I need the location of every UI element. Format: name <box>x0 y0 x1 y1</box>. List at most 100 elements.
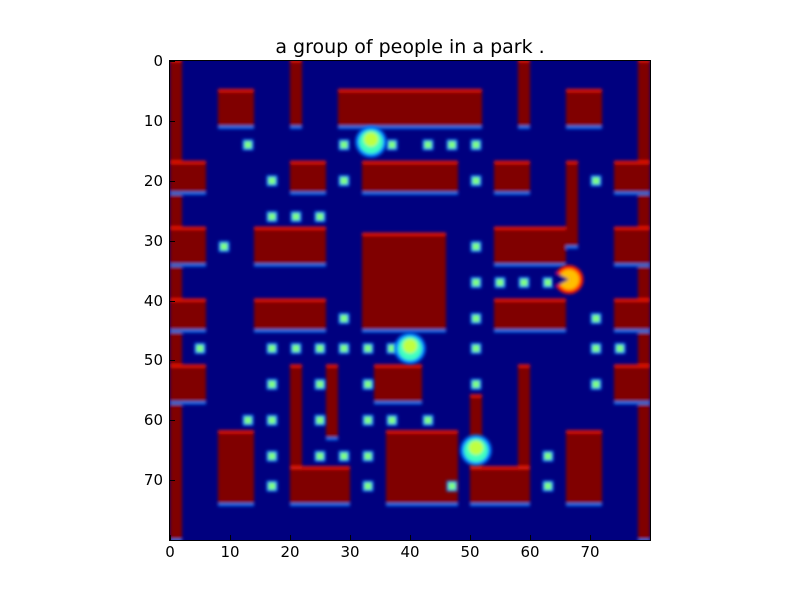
x-tick-label: 40 <box>400 543 420 561</box>
wall-edge-bottom <box>254 263 326 267</box>
wall-edge-top <box>362 232 446 236</box>
pellet <box>448 141 456 149</box>
x-tick-mark <box>470 535 471 540</box>
plot-title: a group of people in a park . <box>275 36 545 58</box>
x-tick-mark <box>290 535 291 540</box>
pellet <box>268 482 276 490</box>
x-tick-mark <box>590 535 591 540</box>
wall-edge-bottom <box>494 263 566 267</box>
wall-block <box>518 366 530 469</box>
x-tick-label: 0 <box>165 543 175 561</box>
pellet <box>292 213 300 221</box>
wall-edge-bottom <box>218 503 254 507</box>
wall-edge-top <box>290 160 326 164</box>
y-tick-mark <box>170 360 175 362</box>
pellet <box>472 177 480 185</box>
wall-edge-bottom <box>290 125 302 129</box>
pellet <box>544 278 552 287</box>
pellet <box>472 314 480 323</box>
y-tick-label: 50 <box>143 351 163 370</box>
wall-edge-top <box>254 226 326 230</box>
pellet <box>268 344 276 352</box>
ghost-core <box>468 440 484 455</box>
wall-edge-top <box>362 160 458 164</box>
pellet <box>472 380 480 388</box>
pellet <box>268 380 276 388</box>
x-tick-mark <box>350 535 351 540</box>
ghost-core <box>402 338 418 354</box>
wall-edge-top <box>290 61 302 62</box>
wall-edge-bottom <box>374 401 422 405</box>
wall-edge-bottom <box>614 191 650 195</box>
wall-edge-bottom <box>614 329 650 333</box>
wall-edge-top <box>614 226 650 230</box>
pellet <box>268 416 276 424</box>
wall-edge-bottom <box>614 401 650 405</box>
y-tick-mark <box>170 420 175 422</box>
wall-edge-top <box>614 364 650 368</box>
wall-block <box>170 300 206 331</box>
pellet <box>496 278 504 287</box>
wall-edge-top <box>326 364 338 368</box>
pellet <box>340 344 348 352</box>
pellet <box>592 314 600 323</box>
pellet <box>316 452 324 460</box>
pellet <box>364 344 372 352</box>
pellet <box>364 380 372 388</box>
wall-edge-bottom <box>566 245 578 249</box>
wall-edge-top <box>518 61 530 62</box>
wall-edge-bottom <box>566 503 602 507</box>
pellet <box>364 452 372 460</box>
wall-block <box>326 366 338 439</box>
wall-block <box>386 432 458 505</box>
y-tick-label: 0 <box>153 52 163 70</box>
wall-block <box>290 468 350 505</box>
wall-edge-bottom <box>218 125 254 129</box>
game-frame <box>169 60 651 541</box>
wall-block <box>170 366 206 403</box>
wall-edge-top <box>290 364 302 368</box>
ghost-core <box>363 132 379 147</box>
pellet <box>424 416 432 424</box>
pellet <box>244 141 252 149</box>
wall-block <box>362 162 458 193</box>
pellet <box>472 141 480 149</box>
pellet <box>244 416 252 424</box>
wall-edge-top <box>614 298 650 302</box>
pellet <box>472 278 480 287</box>
wall-block <box>494 300 566 331</box>
wall-block <box>170 162 206 193</box>
pellet <box>592 177 600 185</box>
pellet <box>472 243 480 251</box>
wall-edge-top <box>218 430 254 434</box>
x-tick-mark <box>230 535 231 540</box>
wall-edge-top <box>290 466 350 470</box>
wall-block <box>566 162 578 247</box>
pellet <box>220 243 228 251</box>
wall-edge-bottom <box>494 191 530 195</box>
y-tick-label: 30 <box>143 231 163 250</box>
wall-edge-top <box>614 160 650 164</box>
wall-edge-bottom <box>326 437 338 441</box>
y-tick-mark <box>170 300 175 302</box>
pellet <box>472 344 480 352</box>
wall-block <box>290 162 326 193</box>
wall-block <box>290 366 302 469</box>
pellet <box>364 416 372 424</box>
pacman-mouth <box>553 271 569 288</box>
pellet <box>520 278 528 287</box>
wall-block <box>614 228 650 265</box>
wall-block <box>362 234 446 331</box>
pellet <box>268 452 276 460</box>
wall-block <box>470 468 530 505</box>
pellet <box>544 452 552 460</box>
y-tick-label: 70 <box>143 471 163 490</box>
y-tick-label: 40 <box>143 291 163 310</box>
wall-edge-top <box>170 160 206 164</box>
wall-block <box>566 90 602 127</box>
y-tick-mark <box>170 180 175 182</box>
pellet <box>388 416 396 424</box>
wall-edge-top <box>518 364 530 368</box>
wall-block <box>614 162 650 193</box>
y-tick-label: 10 <box>143 111 163 130</box>
